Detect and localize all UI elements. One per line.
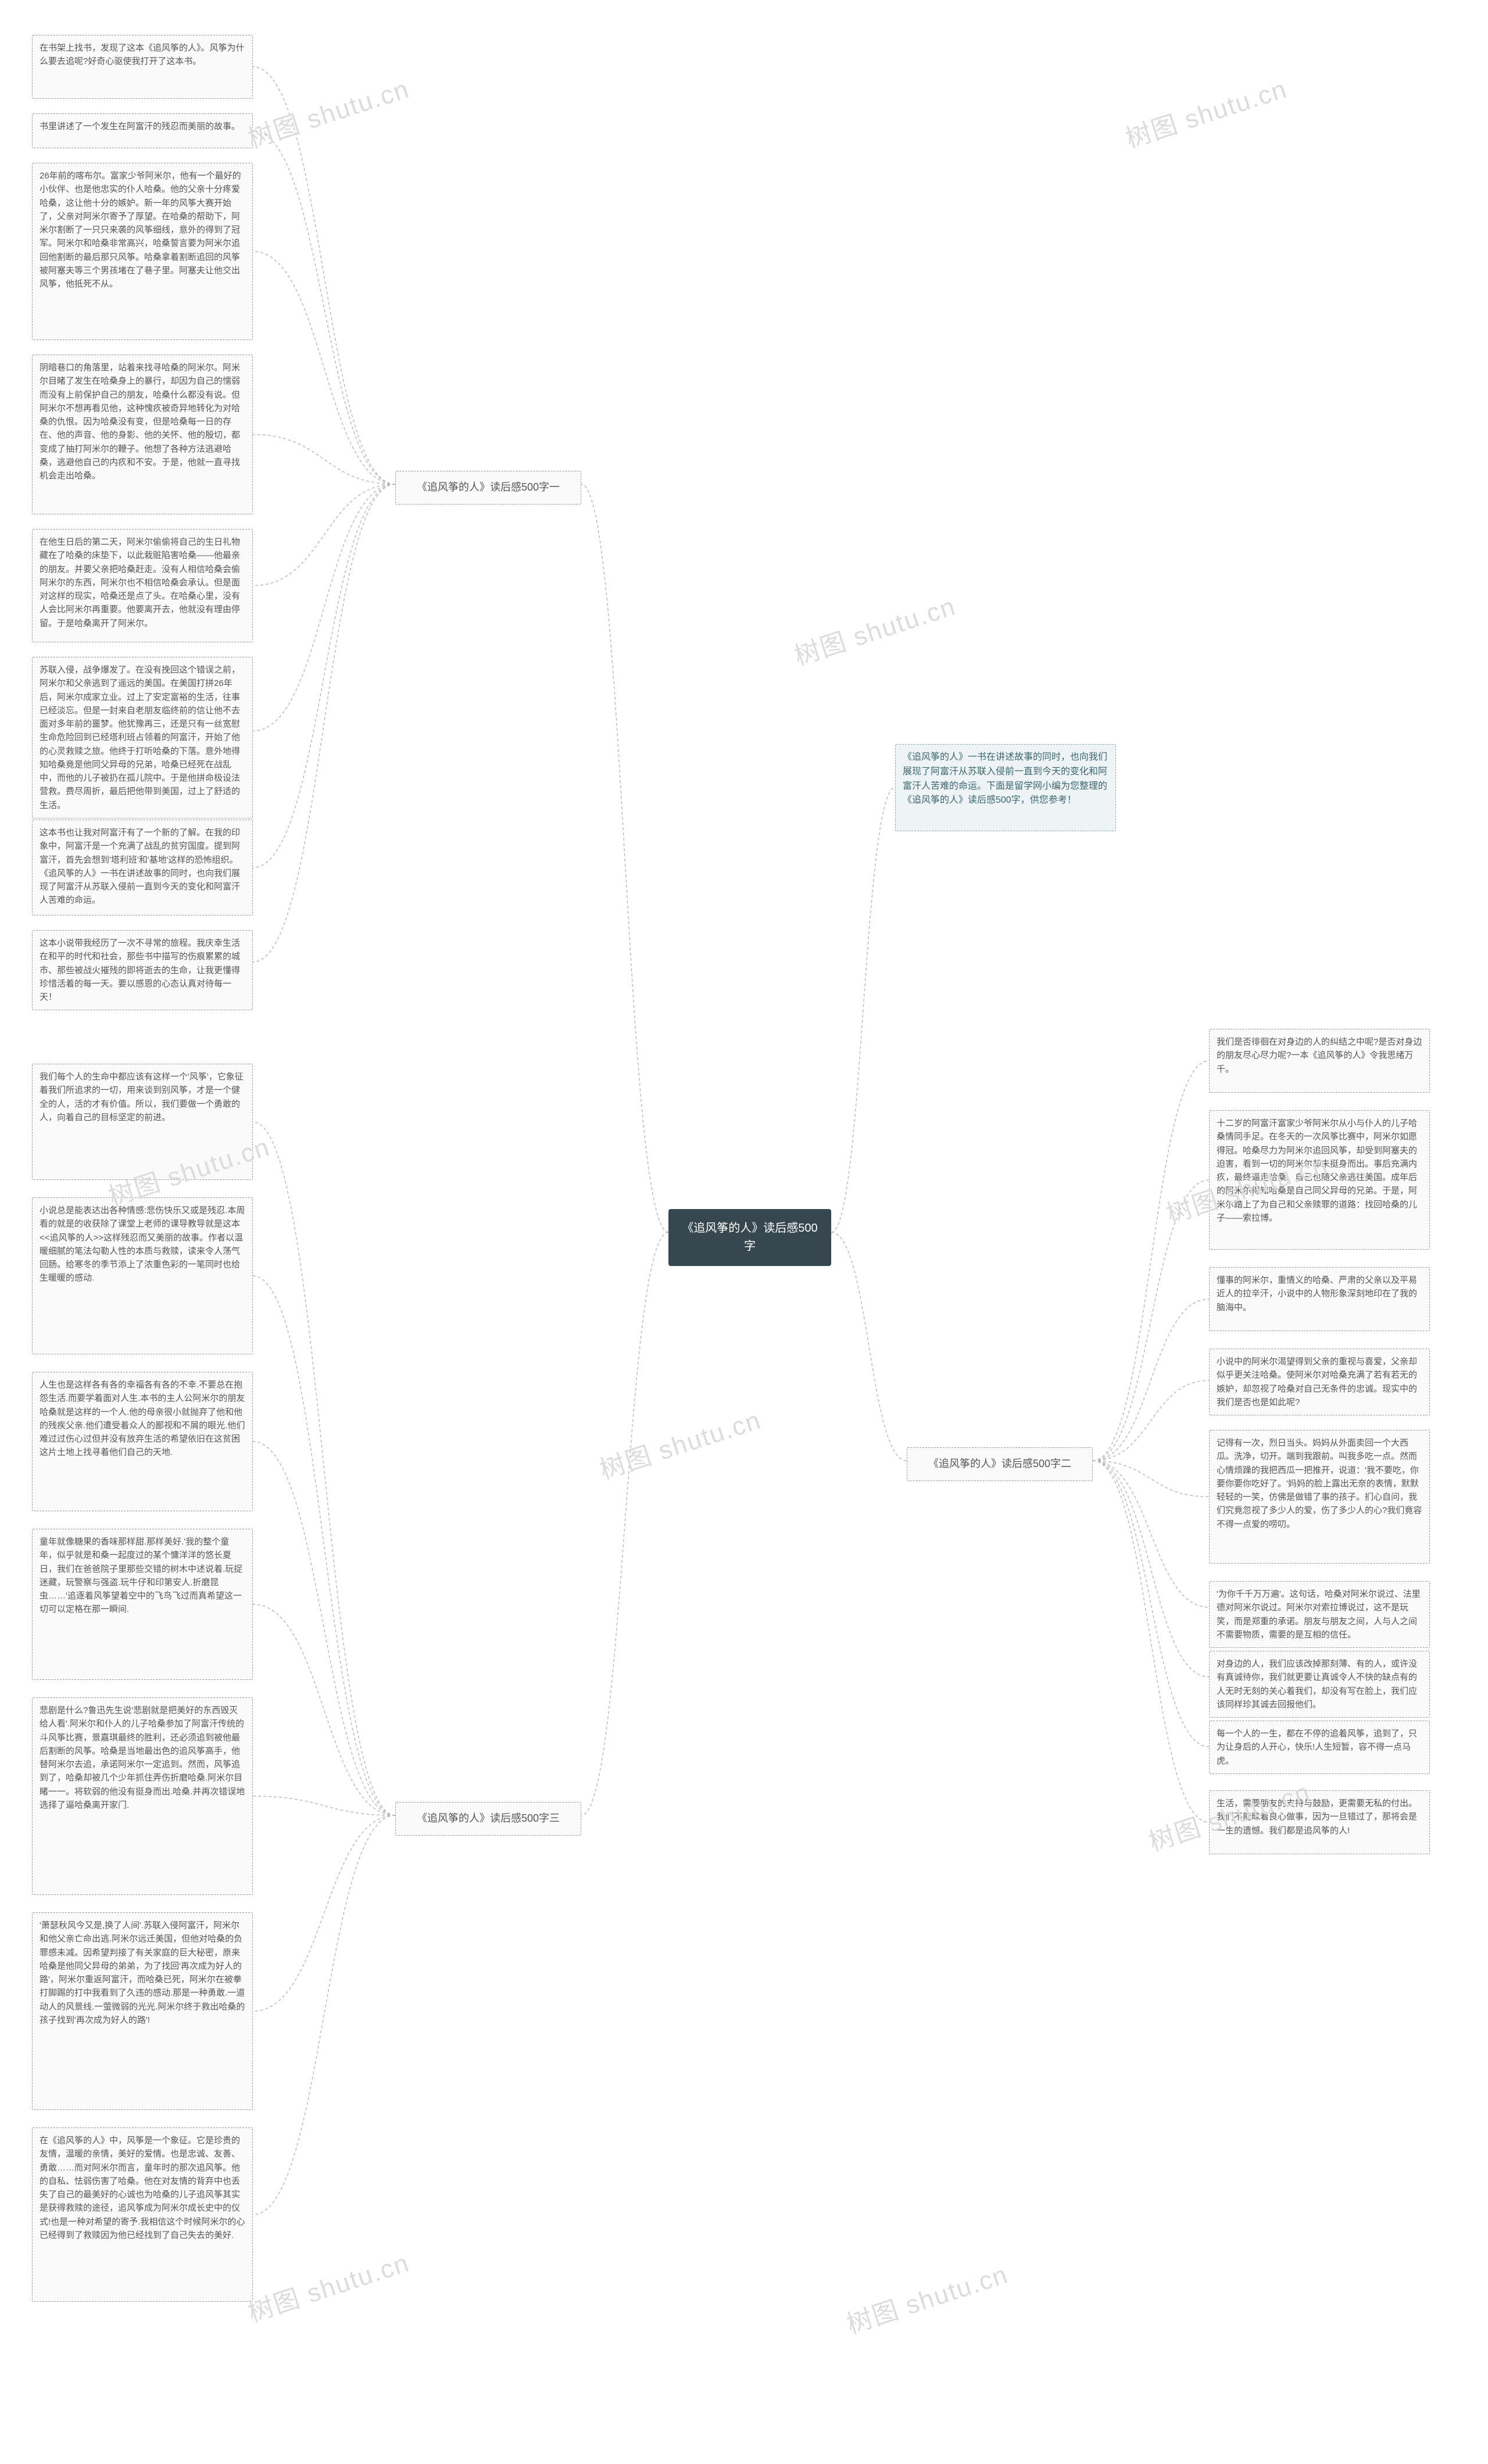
- watermark: 树图 shutu.cn: [789, 585, 960, 673]
- leaf-node: 每一个人的一生，都在不停的追着风筝，追到了，只为让身后的人开心，快乐!人生短暂，…: [1209, 1721, 1430, 1774]
- leaf-node: 在书架上找书，发现了这本《追风筝的人》。风筝为什么要去追呢?好奇心驱使我打开了这…: [32, 35, 253, 99]
- watermark: 树图 shutu.cn: [1120, 68, 1291, 155]
- leaf-node: 人生也是这样各有各的幸福各有各的不幸.不要总在抱怨生活.而要学着面对人生.本书的…: [32, 1372, 253, 1511]
- root-node: 《追风筝的人》读后感500字: [668, 1209, 831, 1266]
- watermark: 树图 shutu.cn: [242, 2242, 413, 2329]
- watermark: 树图 shutu.cn: [594, 1399, 765, 1486]
- branch-node: 《追风筝的人》读后感500字一: [395, 471, 581, 505]
- intro-node: 《追风筝的人》一书在讲述故事的同时，也向我们展现了阿富汗从苏联入侵前一直到今天的…: [895, 744, 1116, 831]
- leaf-node: 十二岁的阿富汗富家少爷阿米尔从小与仆人的儿子哈桑情同手足。在冬天的一次风筝比赛中…: [1209, 1110, 1430, 1250]
- branch-node: 《追风筝的人》读后感500字三: [395, 1802, 581, 1836]
- leaf-node: 童年就像糖果的香味那样甜.那样美好.'我的整个童年，似乎就是和桑一起度过的某个慵…: [32, 1529, 253, 1680]
- leaf-node: 在《追风筝的人》中，风筝是一个象征。它是珍贵的友情，温暖的亲情，美好的爱情。也是…: [32, 2127, 253, 2302]
- watermark: 树图 shutu.cn: [841, 2254, 1012, 2341]
- leaf-node: 我们每个人的生命中都应该有这样一个'风筝'，它象征着我们所追求的一切，用来谈到别…: [32, 1064, 253, 1180]
- leaf-node: 在他生日后的第二天，阿米尔偷偷将自己的生日礼物藏在了哈桑的床垫下，以此栽赃陷害哈…: [32, 529, 253, 642]
- leaf-node: 悲剧是什么?鲁迅先生说'悲剧就是把美好的东西毁灭给人看'.阿米尔和仆人的儿子哈桑…: [32, 1697, 253, 1895]
- leaf-node: 生活，需要朋友的支持与鼓励，更需要无私的付出。我们不能昧着良心做事，因为一旦错过…: [1209, 1790, 1430, 1854]
- leaf-node: 小说中的阿米尔渴望得到父亲的重视与喜爱，父亲却似乎更关注哈桑。使阿米尔对哈桑充满…: [1209, 1349, 1430, 1415]
- leaf-node: 懂事的阿米尔，重情义的哈桑、严肃的父亲以及平易近人的拉辛汗，小说中的人物形象深刻…: [1209, 1267, 1430, 1331]
- leaf-node: 阴暗巷口的角落里，站着来找寻哈桑的阿米尔。阿米尔目睹了发生在哈桑身上的暴行，却因…: [32, 355, 253, 514]
- leaf-node: 我们是否徘徊在对身边的人的纠结之中呢?是否对身边的朋友尽心尽力呢?一本《追风筝的…: [1209, 1029, 1430, 1093]
- leaf-node: 记得有一次，烈日当头。妈妈从外面卖回一个大西瓜。洗净，切开。端到我跟前。叫我多吃…: [1209, 1430, 1430, 1564]
- leaf-node: 书里讲述了一个发生在阿富汗的残忍而美丽的故事。: [32, 113, 253, 148]
- leaf-node: '萧瑟秋风今又是,换了人间'.苏联入侵阿富汗，阿米尔和他父亲亡命出逃.阿米尔远迁…: [32, 1912, 253, 2110]
- leaf-node: '为你千千万万遍'。这句话，哈桑对阿米尔说过、法里德对阿米尔说过。阿米尔对索拉博…: [1209, 1581, 1430, 1648]
- leaf-node: 小说总是能表达出各种情感:悲伤快乐又或是残忍.本周看的就是的收获除了课堂上老师的…: [32, 1197, 253, 1354]
- branch-node: 《追风筝的人》读后感500字二: [907, 1447, 1093, 1481]
- mindmap-canvas: 树图 shutu.cn 树图 shutu.cn 树图 shutu.cn 树图 shut…: [0, 0, 1488, 2464]
- leaf-node: 苏联入侵，战争爆发了。在没有挽回这个错误之前，阿米尔和父亲逃到了遥远的美国。在美…: [32, 657, 253, 818]
- leaf-node: 这本书也让我对阿富汗有了一个新的了解。在我的印象中，阿富汗是一个充满了战乱的贫穷…: [32, 820, 253, 915]
- leaf-node: 对身边的人，我们应该改掉那刻薄、有的人，或许没有真诚待你，我们就更要让真诚令人不…: [1209, 1651, 1430, 1718]
- leaf-node: 这本小说带我经历了一次不寻常的旅程。我庆幸生活在和平的时代和社会，那些书中描写的…: [32, 930, 253, 1010]
- leaf-node: 26年前的喀布尔。富家少爷阿米尔，他有一个最好的小伙伴、也是他忠实的仆人哈桑。他…: [32, 163, 253, 340]
- watermark: 树图 shutu.cn: [242, 68, 413, 155]
